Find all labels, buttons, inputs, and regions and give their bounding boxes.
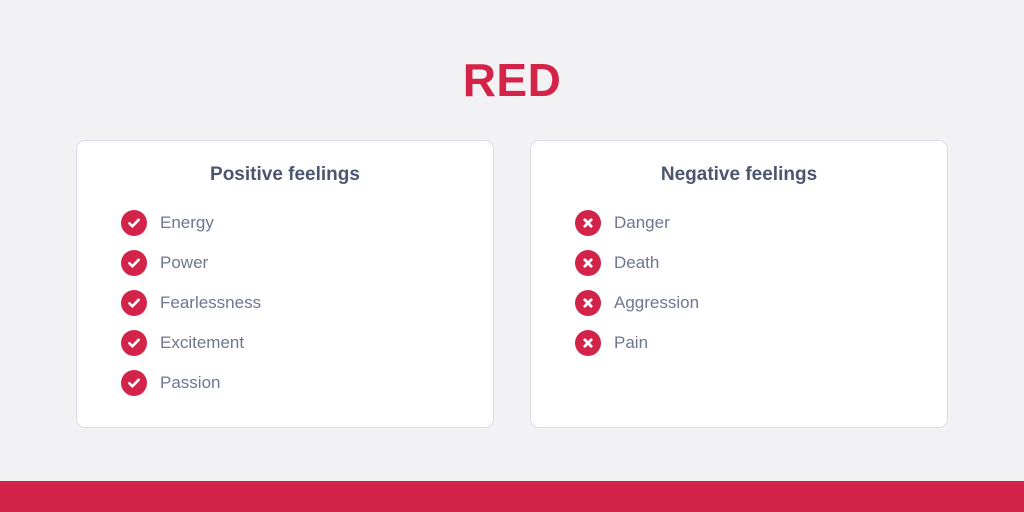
bottom-accent-bar (0, 481, 1024, 512)
x-circle-icon (575, 210, 601, 236)
list-item-label: Fearlessness (160, 293, 262, 312)
list-item: Death (575, 243, 947, 283)
cards-container: Positive feelings Energy (76, 140, 948, 428)
card-heading: Positive feelings (210, 164, 360, 185)
positive-feelings-list: Energy Power Fea (77, 203, 493, 403)
list-item: Power (121, 243, 493, 283)
check-circle-icon (121, 210, 147, 236)
positive-feelings-card: Positive feelings Energy (76, 140, 494, 428)
list-item: Pain (575, 323, 947, 363)
list-item-label: Aggression (614, 293, 700, 312)
list-item: Aggression (575, 283, 947, 323)
check-circle-icon (121, 290, 147, 316)
list-item: Energy (121, 203, 493, 243)
list-item-label: Excitement (160, 333, 245, 352)
x-circle-icon (575, 290, 601, 316)
list-item: Passion (121, 363, 493, 403)
check-circle-icon (121, 250, 147, 276)
list-item: Danger (575, 203, 947, 243)
list-item-label: Power (160, 253, 209, 272)
page-title: RED (462, 54, 562, 106)
list-item: Excitement (121, 323, 493, 363)
check-circle-icon (121, 370, 147, 396)
check-circle-icon (121, 330, 147, 356)
list-item-label: Energy (160, 213, 214, 232)
x-circle-icon (575, 250, 601, 276)
negative-feelings-list: Danger Death Agg (531, 203, 947, 363)
list-item-label: Danger (614, 213, 670, 232)
list-item-label: Pain (614, 333, 649, 352)
x-circle-icon (575, 330, 601, 356)
list-item: Fearlessness (121, 283, 493, 323)
list-item-label: Death (614, 253, 660, 272)
card-heading: Negative feelings (660, 164, 818, 185)
list-item-label: Passion (160, 373, 221, 392)
negative-feelings-card: Negative feelings Danger (530, 140, 948, 428)
